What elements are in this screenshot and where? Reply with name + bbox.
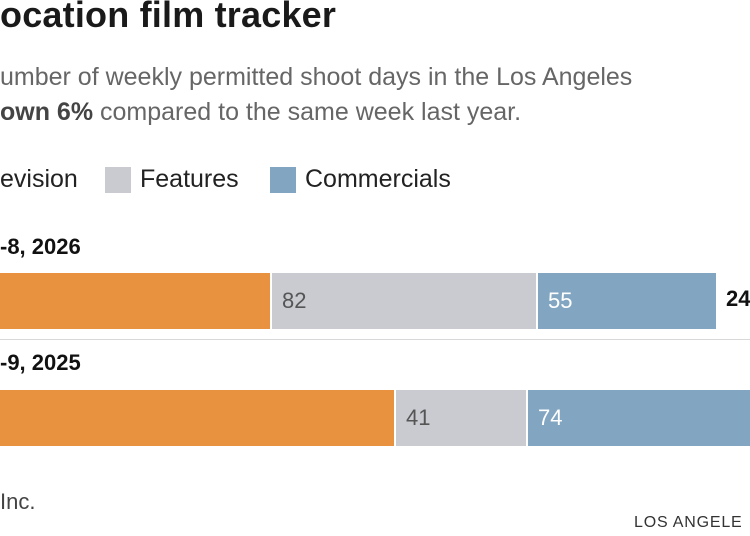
bar-2025-television-segment <box>0 390 394 446</box>
subtitle-line-1: umber of weekly permitted shoot days in … <box>0 63 633 91</box>
bar-2026-commercials-segment: 55 <box>536 273 716 329</box>
subtitle-line-2: own 6% compared to the same week last ye… <box>0 95 632 130</box>
subtitle-rest: compared to the same week last year. <box>93 98 522 126</box>
chart-title: ocation film tracker <box>0 0 337 35</box>
bar-2026: 82 55 <box>0 273 716 329</box>
chart-subtitle: umber of weekly permitted shoot days in … <box>0 60 632 130</box>
bar-2026-features-segment: 82 <box>270 273 536 329</box>
bar-label-2025: -9, 2025 <box>0 350 81 375</box>
legend-item-television: evision <box>0 165 78 194</box>
legend-label-commercials: Commercials <box>305 165 451 193</box>
bar-2026-total: 24 <box>726 286 750 311</box>
bar-2025-features-segment: 41 <box>394 390 526 446</box>
bar-2025: 41 74 <box>0 390 750 446</box>
bar-2026-features-value: 82 <box>282 288 307 313</box>
bar-2025-features-value: 41 <box>406 405 431 430</box>
publisher-credit: LOS ANGELE <box>634 514 743 531</box>
legend-swatch-commercials <box>270 167 296 193</box>
bar-2026-television-segment <box>0 273 270 329</box>
bar-label-2026: -8, 2026 <box>0 234 81 259</box>
legend-swatch-features <box>105 167 131 193</box>
legend-label-television: evision <box>0 165 78 193</box>
group-divider <box>0 339 750 340</box>
source-note: Inc. <box>0 489 36 514</box>
subtitle-highlight: own 6% <box>0 98 94 126</box>
bar-2025-commercials-segment: 74 <box>526 390 750 446</box>
bar-2026-commercials-value: 55 <box>548 288 573 313</box>
legend-label-features: Features <box>140 165 239 193</box>
bar-2025-commercials-value: 74 <box>538 405 563 430</box>
